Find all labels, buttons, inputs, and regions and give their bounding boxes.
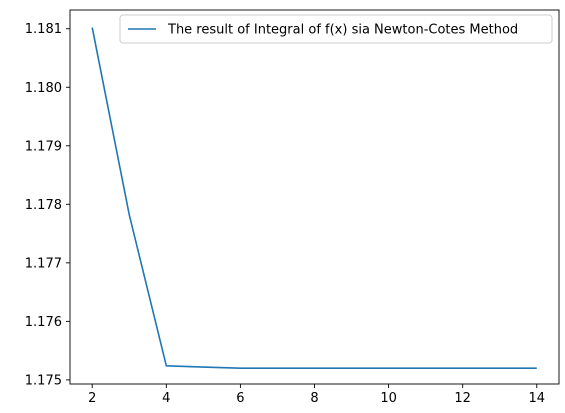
y-tick-label: 1.177	[25, 256, 62, 271]
y-tick-label: 1.181	[25, 22, 62, 37]
x-tick-label: 4	[162, 391, 170, 406]
x-axis-ticks: 2 4 6 8 10 12 14	[88, 384, 545, 406]
legend: The result of Integral of f(x) sia Newto…	[119, 14, 553, 44]
x-tick-label: 2	[88, 391, 96, 406]
y-tick-label: 1.175	[25, 373, 62, 388]
y-tick-label: 1.180	[25, 81, 62, 96]
legend-box	[119, 14, 553, 44]
x-tick-label: 14	[528, 391, 545, 406]
series-layer	[91, 27, 537, 370]
series-line-0	[91, 27, 537, 370]
x-tick-label: 12	[454, 391, 471, 406]
plot-area	[70, 10, 559, 384]
legend-label: The result of Integral of f(x) sia Newto…	[167, 23, 518, 38]
x-tick-label: 6	[236, 391, 244, 406]
plot-background	[70, 10, 559, 384]
y-tick-label: 1.178	[25, 198, 62, 213]
y-axis-ticks: 1.175 1.176 1.177 1.178 1.179 1.180 1.181	[25, 22, 70, 388]
y-tick-label: 1.179	[25, 139, 62, 154]
y-tick-label: 1.176	[25, 315, 62, 330]
x-tick-label: 10	[380, 391, 397, 406]
x-tick-label: 8	[310, 391, 318, 406]
